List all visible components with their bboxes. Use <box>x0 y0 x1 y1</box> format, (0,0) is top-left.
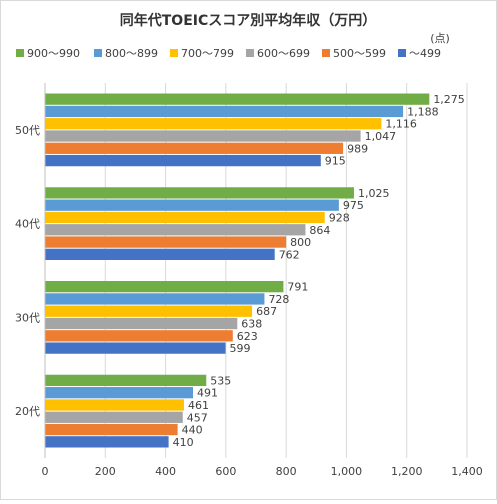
data-label: 989 <box>347 142 368 155</box>
category-label: 50代 <box>15 124 40 137</box>
bar-2-2 <box>45 305 253 317</box>
bar-4-2 <box>45 330 233 342</box>
data-label: 599 <box>230 342 251 355</box>
legend-swatch <box>16 49 24 57</box>
bar-4-3 <box>45 423 178 436</box>
data-label: 1,116 <box>385 118 417 131</box>
bar-0-1 <box>45 187 354 199</box>
bar-5-1 <box>45 248 275 260</box>
x-tick-label: 400 <box>155 465 176 478</box>
bar-3-1 <box>45 224 306 236</box>
data-label: 440 <box>182 424 203 437</box>
bar-1-0 <box>45 105 404 118</box>
data-label: 864 <box>309 224 330 237</box>
data-label: 535 <box>210 374 231 387</box>
bar-3-2 <box>45 317 238 330</box>
bar-3-3 <box>45 411 183 423</box>
data-label: 1,275 <box>433 93 465 106</box>
data-label: 1,047 <box>365 130 397 143</box>
bar-5-2 <box>45 342 226 354</box>
x-tick-label: 600 <box>215 465 236 478</box>
bar-0-3 <box>45 374 207 387</box>
legend-label: 600～699 <box>257 47 310 60</box>
bar-5-3 <box>45 436 169 448</box>
x-tick-label: 200 <box>95 465 116 478</box>
x-tick-label: 1,200 <box>391 465 423 478</box>
x-tick-label: 0 <box>42 465 49 478</box>
category-label: 30代 <box>15 311 40 324</box>
legend-label: ～499 <box>409 47 441 60</box>
bar-5-0 <box>45 154 321 167</box>
bar-2-1 <box>45 211 325 224</box>
legend-swatch <box>322 49 330 57</box>
legend-swatch <box>170 49 178 57</box>
unit-label: (点) <box>430 32 450 45</box>
bar-4-0 <box>45 142 344 154</box>
data-label: 491 <box>197 387 218 400</box>
bar-1-3 <box>45 387 194 399</box>
data-label: 975 <box>343 199 364 212</box>
data-label: 800 <box>290 236 311 249</box>
category-label: 20代 <box>15 405 40 418</box>
bar-3-0 <box>45 130 361 142</box>
bar-0-2 <box>45 281 284 293</box>
data-label: 457 <box>187 411 208 424</box>
bar-4-1 <box>45 236 287 248</box>
data-label: 928 <box>329 211 350 224</box>
bars-layer <box>45 93 430 448</box>
data-label: 638 <box>241 318 262 331</box>
data-label: 728 <box>268 293 289 306</box>
bar-2-3 <box>45 399 184 411</box>
axis-layer: 0 200 400 600 800 1,000 1,200 1,400 50代 40代 30代 20代 <box>15 83 483 478</box>
legend-label: 800～899 <box>105 47 158 60</box>
chart-title: 同年代TOEICスコア別平均年収（万円） <box>120 12 377 29</box>
legend-label: 500～599 <box>333 47 386 60</box>
bar-1-2 <box>45 293 265 305</box>
bar-0-0 <box>45 93 430 105</box>
data-label: 915 <box>325 155 346 168</box>
bar-2-0 <box>45 118 382 130</box>
category-label: 40代 <box>15 218 40 231</box>
legend-label: 700～799 <box>181 47 234 60</box>
data-label: 461 <box>188 399 209 412</box>
data-label: 410 <box>173 436 194 449</box>
legend-swatch <box>398 49 406 57</box>
bar-1-1 <box>45 199 339 211</box>
x-tick-label: 1,000 <box>331 465 363 478</box>
data-label: 623 <box>237 330 258 343</box>
data-label: 687 <box>256 305 277 318</box>
x-tick-label: 1,400 <box>451 465 483 478</box>
legend-swatch <box>94 49 102 57</box>
legend-label: 900～990 <box>27 47 80 60</box>
data-label: 1,025 <box>358 187 390 200</box>
legend-swatch <box>246 49 254 57</box>
x-tick-label: 800 <box>276 465 297 478</box>
legend: 900～990 800～899 700～799 600～699 500～599 ～499 <box>16 47 441 60</box>
data-label: 762 <box>279 248 300 261</box>
data-label: 791 <box>287 281 308 294</box>
data-label: 1,188 <box>407 105 439 118</box>
